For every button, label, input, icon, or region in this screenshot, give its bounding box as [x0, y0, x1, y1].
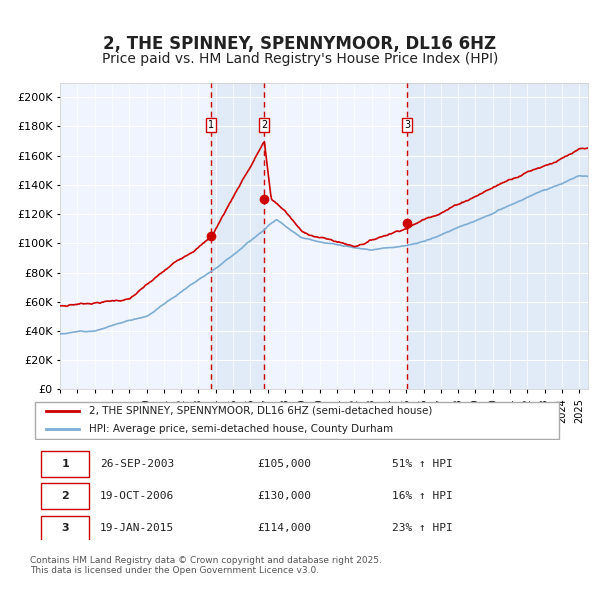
Text: £130,000: £130,000: [257, 491, 311, 501]
Text: 16% ↑ HPI: 16% ↑ HPI: [392, 491, 452, 501]
Text: 1: 1: [61, 459, 69, 469]
Text: HPI: Average price, semi-detached house, County Durham: HPI: Average price, semi-detached house,…: [89, 424, 394, 434]
Text: 51% ↑ HPI: 51% ↑ HPI: [392, 459, 452, 469]
Text: 19-OCT-2006: 19-OCT-2006: [100, 491, 175, 501]
Text: £105,000: £105,000: [257, 459, 311, 469]
Bar: [407, 83, 588, 389]
Bar: [211, 83, 264, 389]
FancyBboxPatch shape: [41, 451, 89, 477]
Text: 2: 2: [261, 120, 268, 130]
Text: 2, THE SPINNEY, SPENNYMOOR, DL16 6HZ: 2, THE SPINNEY, SPENNYMOOR, DL16 6HZ: [103, 35, 497, 53]
Text: 26-SEP-2003: 26-SEP-2003: [100, 459, 175, 469]
Text: 1: 1: [208, 120, 214, 130]
Text: 3: 3: [61, 523, 69, 533]
Text: 2: 2: [61, 491, 69, 501]
Text: 23% ↑ HPI: 23% ↑ HPI: [392, 523, 452, 533]
Text: 2, THE SPINNEY, SPENNYMOOR, DL16 6HZ (semi-detached house): 2, THE SPINNEY, SPENNYMOOR, DL16 6HZ (se…: [89, 406, 433, 416]
Text: 3: 3: [404, 120, 410, 130]
Text: 19-JAN-2015: 19-JAN-2015: [100, 523, 175, 533]
FancyBboxPatch shape: [35, 402, 559, 439]
FancyBboxPatch shape: [41, 516, 89, 541]
Text: Contains HM Land Registry data © Crown copyright and database right 2025.
This d: Contains HM Land Registry data © Crown c…: [30, 556, 382, 575]
Text: Price paid vs. HM Land Registry's House Price Index (HPI): Price paid vs. HM Land Registry's House …: [102, 52, 498, 66]
FancyBboxPatch shape: [41, 483, 89, 509]
Text: £114,000: £114,000: [257, 523, 311, 533]
